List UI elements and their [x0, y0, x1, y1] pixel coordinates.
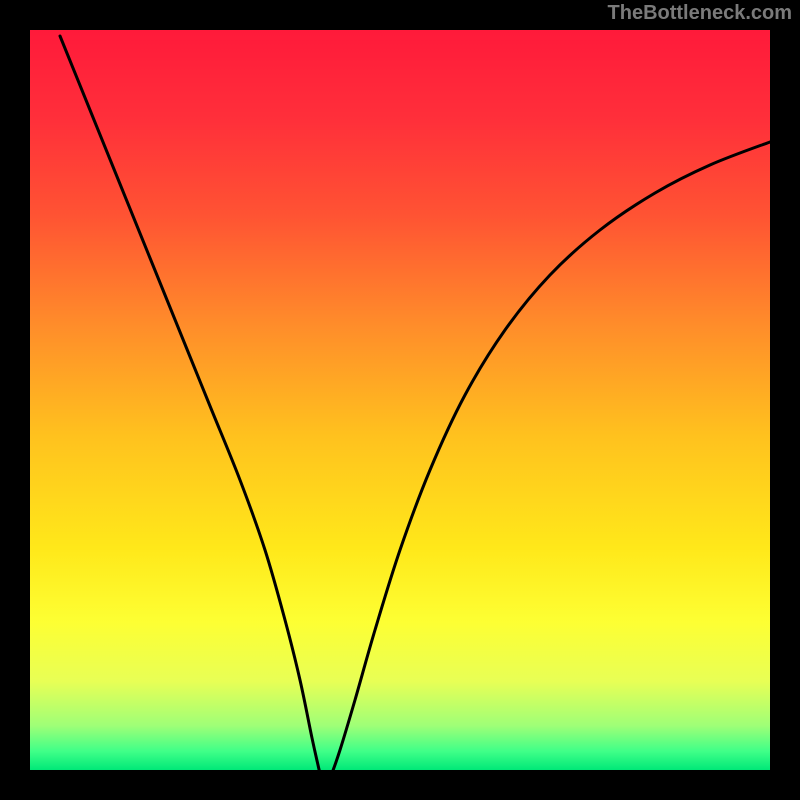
- chart-container: TheBottleneck.com: [0, 0, 800, 800]
- v-curve-path: [60, 36, 770, 770]
- curve-layer: [30, 30, 770, 770]
- plot-area: [30, 30, 770, 770]
- watermark-text: TheBottleneck.com: [608, 2, 792, 25]
